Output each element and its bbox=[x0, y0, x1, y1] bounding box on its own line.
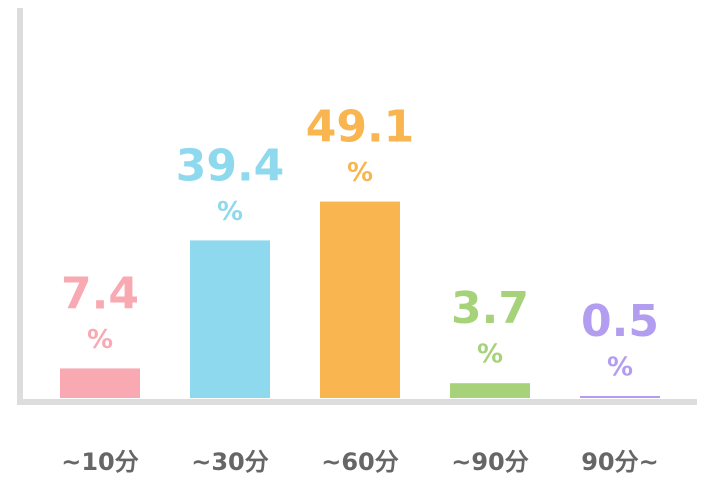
x-tick-label: 90分~ bbox=[581, 448, 659, 476]
bar bbox=[320, 201, 400, 398]
x-tick-label: ~90分 bbox=[451, 448, 529, 476]
value-unit: % bbox=[347, 158, 373, 188]
value-label: 39.4 bbox=[176, 140, 285, 191]
value-label: 49.1 bbox=[306, 102, 415, 153]
bar bbox=[60, 368, 140, 398]
value-unit: % bbox=[607, 353, 633, 383]
value-unit: % bbox=[217, 197, 243, 227]
value-label: 0.5 bbox=[581, 296, 659, 347]
x-tick-label: ~10分 bbox=[61, 448, 139, 476]
value-label: 3.7 bbox=[451, 283, 529, 334]
value-unit: % bbox=[87, 325, 113, 355]
bar bbox=[580, 396, 660, 398]
bar bbox=[450, 383, 530, 398]
value-label: 7.4 bbox=[61, 268, 139, 319]
value-unit: % bbox=[477, 340, 503, 370]
x-tick-label: ~60分 bbox=[321, 448, 399, 476]
x-tick-label: ~30分 bbox=[191, 448, 269, 476]
bar bbox=[190, 240, 270, 398]
